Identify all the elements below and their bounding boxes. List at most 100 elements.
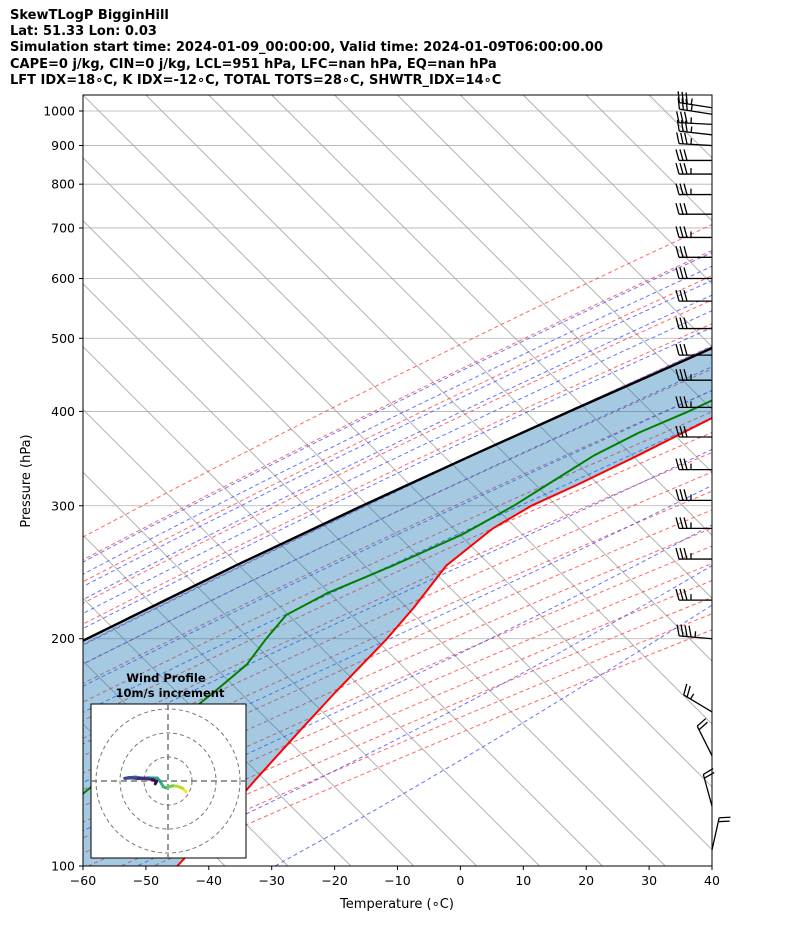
wind-barb-flag <box>681 98 685 110</box>
wind-barb-staff <box>679 635 713 640</box>
isotherm <box>83 220 712 851</box>
wind-barb-flag <box>683 343 688 356</box>
wind-barb-flag <box>675 149 680 161</box>
isotherm <box>775 95 794 866</box>
wind-barb-flag <box>683 396 688 408</box>
wind-barb <box>676 132 713 147</box>
wind-barb-flag <box>690 693 695 700</box>
wind-barb-flag <box>683 517 688 529</box>
wind-barb-flag <box>679 547 684 560</box>
wind-barb-staff <box>696 725 713 756</box>
wind-barb <box>675 396 712 409</box>
dry-adiabat <box>83 368 712 665</box>
wind-barb-flag <box>675 226 680 238</box>
wind-barb-flag <box>679 267 684 279</box>
wind-barb-flag <box>688 625 692 638</box>
isotherm <box>83 95 712 725</box>
wind-barb-flag <box>679 162 684 175</box>
y-tick-label: 600 <box>51 271 75 286</box>
wind-barb-flag <box>684 132 688 145</box>
wind-barb-flag <box>683 246 688 258</box>
moist-adiabat-lines <box>83 251 712 866</box>
wind-barb <box>675 517 712 530</box>
wind-barb <box>675 183 712 196</box>
isotherm <box>83 408 540 866</box>
y-tick-label: 1000 <box>43 103 75 118</box>
y-tick-label: 800 <box>51 177 75 192</box>
wind-barb-staff <box>679 142 713 147</box>
wind-barb-flag <box>675 458 680 470</box>
wind-barb-flag <box>679 458 684 470</box>
isotherm <box>522 95 712 285</box>
isotherm <box>83 283 666 866</box>
wind-barb <box>675 369 712 381</box>
wind-barb-flag <box>679 289 684 302</box>
wind-barb-flag <box>702 768 714 775</box>
wind-barb-flag <box>698 721 708 731</box>
x-tick-label: −30 <box>259 873 285 888</box>
moist-adiabat <box>83 345 712 646</box>
moist-adiabat <box>83 294 712 601</box>
wind-barb-flag <box>675 162 680 175</box>
hodograph-segment <box>153 779 158 786</box>
x-axis-ticks: −60 −50 −40 −30 −20 −10 0 10 20 30 40 <box>70 866 720 888</box>
isotherm <box>460 95 712 348</box>
wind-barb <box>711 816 731 851</box>
wind-barb-flag <box>718 820 730 823</box>
wind-barb-flag <box>690 98 693 105</box>
wind-barb-flag <box>679 369 684 381</box>
wind-barb <box>676 624 713 640</box>
wind-barb-flag <box>675 203 680 215</box>
wind-barb <box>677 91 713 109</box>
isotherm <box>271 95 712 536</box>
wind-barb-flag <box>683 317 688 329</box>
wind-barb-flag <box>719 816 731 819</box>
y-axis-ticks: 1000 900 800 700 600 500 400 300 200 100 <box>43 103 83 874</box>
isotherm <box>397 95 712 411</box>
wind-barb-flag <box>680 132 684 144</box>
wind-barb-flag <box>694 631 697 638</box>
chart-title: SkewTLogP BigginHill <box>10 8 169 23</box>
wind-barb <box>675 226 712 239</box>
wind-barb-flag <box>676 624 680 636</box>
chart-title-block: SkewTLogP BigginHill Lat: 51.33 Lon: 0.0… <box>10 8 603 89</box>
wind-barb <box>702 768 715 807</box>
wind-barb-flag <box>680 120 684 132</box>
wind-barb-flag <box>683 183 688 195</box>
wind-barb-flag <box>683 369 688 381</box>
moist-adiabat <box>83 265 712 575</box>
hodograph-trace <box>91 704 246 858</box>
x-tick-label: −20 <box>321 873 347 888</box>
x-tick-label: 30 <box>641 873 657 888</box>
wind-barb-flag <box>685 98 688 111</box>
dewpoint-line <box>83 399 712 795</box>
y-tick-label: 100 <box>51 859 75 874</box>
wind-barb-flag <box>690 126 693 133</box>
wind-barb-flag <box>676 132 680 144</box>
wind-barb-flag <box>704 771 715 779</box>
wind-barb-flag <box>675 369 680 381</box>
wind-barb-flag <box>683 149 688 161</box>
dry-adiabat <box>83 390 712 684</box>
wind-barb-flag <box>679 517 684 529</box>
wind-barb-flag <box>686 685 691 698</box>
wind-barb-flag <box>683 111 688 124</box>
wind-barb-flag <box>683 226 688 238</box>
wind-barb-flag <box>676 119 680 132</box>
wind-barb-flag <box>683 162 688 175</box>
wind-barb-staff <box>702 774 713 807</box>
wind-barb <box>675 149 712 162</box>
indices-line: LFT IDX=18∘C, K IDX=-12∘C, TOTAL TOTS=28… <box>10 72 502 88</box>
isotherm <box>83 471 477 866</box>
x-tick-label: 10 <box>515 873 531 888</box>
wind-barb-flag <box>675 343 680 356</box>
y-tick-label: 700 <box>51 220 75 235</box>
wind-barb <box>675 162 712 175</box>
wind-barb <box>683 683 713 713</box>
stability-line: CAPE=0 j/kg, CIN=0 j/kg, LCL=951 hPa, LF… <box>10 56 497 72</box>
wind-barb-staff <box>679 101 713 109</box>
wind-barb-flag <box>679 588 684 601</box>
wind-barb-flag <box>683 203 688 215</box>
x-tick-label: 20 <box>578 873 594 888</box>
